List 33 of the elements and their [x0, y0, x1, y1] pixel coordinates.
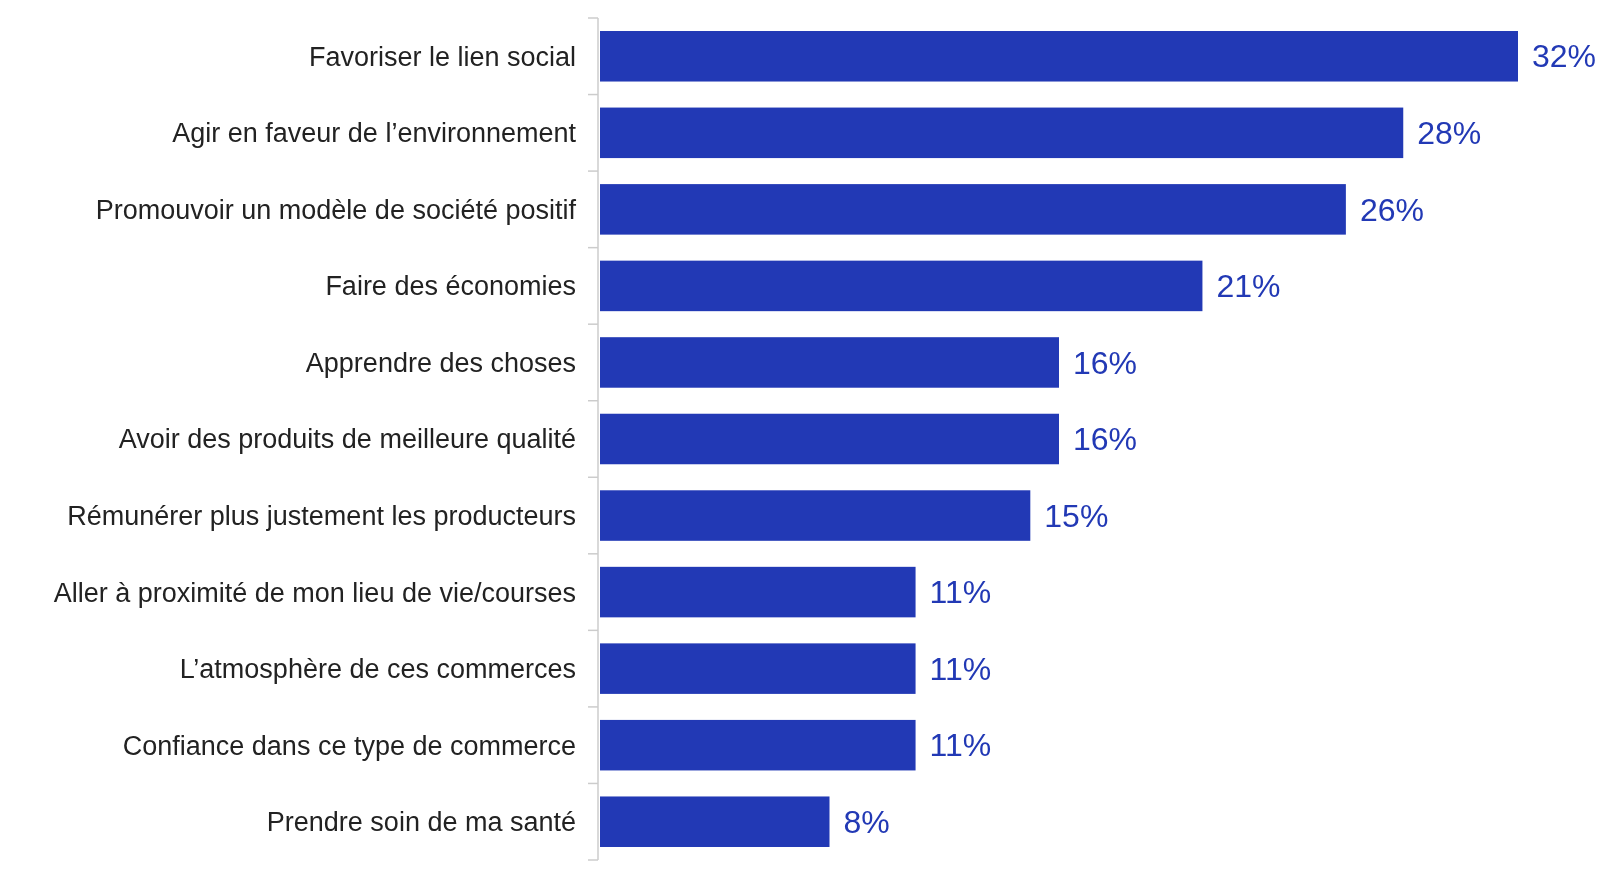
y-tick-label: Rémunérer plus justement les producteurs: [67, 501, 576, 531]
data-label: 11%: [929, 727, 992, 764]
y-tick-label: Apprendre des choses: [305, 347, 576, 378]
y-tick-label: Faire des économies: [325, 271, 576, 302]
data-label: 21%: [1216, 268, 1281, 305]
data-label: 16%: [1073, 421, 1138, 458]
y-tick-label: L’atmosphère de ces commerces: [179, 654, 576, 685]
data-label: 16%: [1073, 344, 1138, 381]
y-tick-label: Aller à proximité de mon lieu de vie/courses: [53, 577, 576, 608]
bar: [600, 184, 1346, 235]
bar: [600, 337, 1059, 388]
y-tick-label: Favoriser le lien social: [308, 41, 576, 72]
bar: [600, 31, 1518, 82]
bar: [600, 566, 916, 618]
y-tick-label: Prendre soin de ma santé: [266, 807, 576, 838]
bar: [600, 107, 1404, 159]
bar: [600, 719, 916, 771]
y-tick-label: Agir en faveur de l’environnement: [172, 118, 577, 149]
bar: [600, 796, 830, 847]
y-tick-label: Avoir des produits de meilleure qualité: [118, 424, 576, 455]
bar: [600, 260, 1203, 312]
y-tick-label: Confiance dans ce type de commerce: [122, 730, 576, 761]
y-tick-label: Promouvoir un modèle de société positif: [95, 194, 577, 225]
data-label: 15%: [1044, 497, 1109, 534]
bar: [600, 413, 1059, 465]
data-label: 8%: [843, 803, 890, 840]
data-label: 11%: [929, 574, 992, 611]
data-label: 28%: [1417, 115, 1482, 152]
data-label: 11%: [929, 650, 992, 687]
data-label: 32%: [1532, 38, 1597, 75]
data-label: 26%: [1359, 191, 1424, 228]
bar: [600, 643, 916, 694]
bar: [600, 490, 1031, 541]
